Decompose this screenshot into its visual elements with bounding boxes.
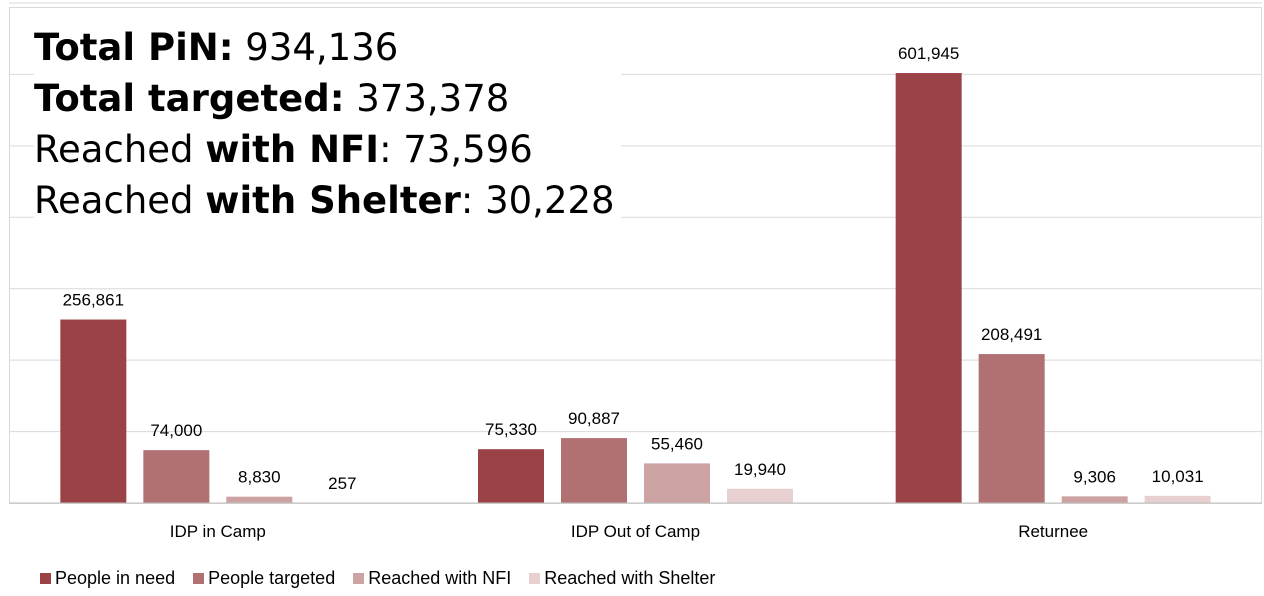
reached-shelter-prefix: Reached bbox=[34, 179, 206, 222]
bar bbox=[895, 73, 962, 504]
category-label: Returnee bbox=[1018, 522, 1088, 541]
bar bbox=[561, 438, 627, 503]
reached-shelter-value: : 30,228 bbox=[460, 179, 615, 222]
legend-label: Reached with NFI bbox=[368, 568, 512, 588]
reached-shelter-line: Reached with Shelter: 30,228 bbox=[34, 175, 615, 226]
data-label: 75,330 bbox=[485, 420, 537, 439]
data-label: 10,031 bbox=[1152, 467, 1204, 486]
data-label: 55,460 bbox=[651, 434, 703, 453]
data-label: 19,940 bbox=[734, 460, 786, 479]
chart-legend: People in need People targeted Reached w… bbox=[40, 568, 715, 589]
legend-item-reached-nfi: Reached with NFI bbox=[353, 568, 511, 589]
legend-label: Reached with Shelter bbox=[544, 568, 716, 588]
legend-swatch bbox=[529, 573, 541, 584]
bar bbox=[1144, 495, 1211, 503]
legend-swatch bbox=[40, 573, 51, 584]
reached-nfi-value: : 73,596 bbox=[379, 128, 533, 171]
total-targeted-line: Total targeted: 373,378 bbox=[34, 73, 615, 124]
total-pin-line: Total PiN: 934,136 bbox=[34, 22, 615, 73]
legend-swatch bbox=[353, 573, 365, 584]
bar bbox=[727, 488, 793, 503]
bar bbox=[1061, 496, 1128, 503]
reached-shelter-bold: with Shelter bbox=[205, 179, 461, 222]
summary-panel: Total PiN: 934,136 Total targeted: 373,3… bbox=[34, 22, 621, 232]
data-label: 208,491 bbox=[981, 325, 1042, 344]
data-label: 8,830 bbox=[238, 468, 281, 487]
legend-item-reached-shelter: Reached with Shelter bbox=[529, 568, 715, 589]
data-label: 256,861 bbox=[63, 291, 124, 310]
data-label: 90,887 bbox=[568, 409, 620, 428]
legend-item-people-targeted: People targeted bbox=[193, 568, 335, 589]
category-label: IDP Out of Camp bbox=[571, 522, 700, 541]
total-pin-value: 934,136 bbox=[245, 26, 399, 69]
total-targeted-value: 373,378 bbox=[356, 77, 510, 120]
legend-swatch bbox=[193, 573, 205, 584]
total-targeted-label: Total targeted: bbox=[34, 77, 345, 120]
legend-item-people-in-need: People in need bbox=[40, 568, 175, 589]
reached-nfi-prefix: Reached bbox=[34, 128, 206, 171]
total-pin-label: Total PiN: bbox=[34, 26, 234, 69]
bar bbox=[143, 450, 210, 503]
bar bbox=[60, 319, 127, 503]
reached-nfi-line: Reached with NFI: 73,596 bbox=[34, 124, 615, 175]
bar bbox=[644, 463, 710, 503]
data-label: 601,945 bbox=[898, 44, 959, 63]
bar bbox=[978, 354, 1045, 503]
bar bbox=[478, 449, 544, 503]
legend-label: People in need bbox=[55, 568, 176, 588]
legend-label: People targeted bbox=[208, 568, 336, 588]
bar bbox=[226, 496, 293, 503]
reached-nfi-bold: with NFI bbox=[205, 128, 380, 171]
data-label: 9,306 bbox=[1073, 467, 1116, 486]
data-label: 257 bbox=[328, 474, 356, 493]
data-label: 74,000 bbox=[150, 421, 202, 440]
category-label: IDP in Camp bbox=[170, 522, 266, 541]
